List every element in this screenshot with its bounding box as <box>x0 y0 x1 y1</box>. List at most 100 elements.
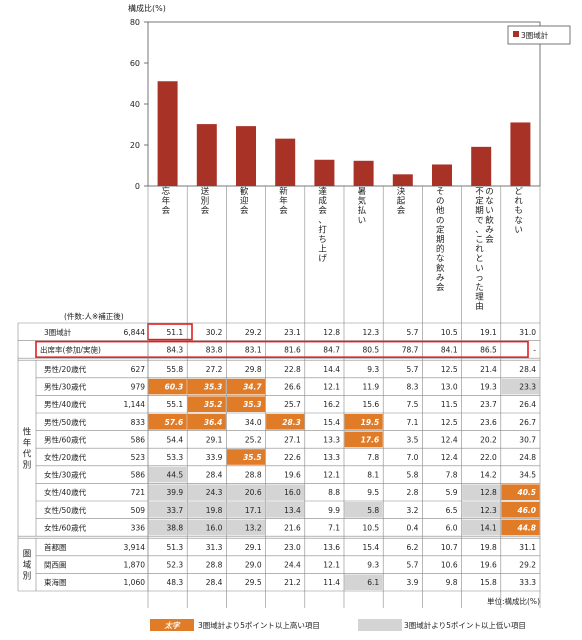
row-label: 女性/60歳代 <box>44 522 87 532</box>
cell-value: 5.7 <box>406 365 418 374</box>
cell-value: 7.1 <box>406 418 418 427</box>
cell-value: 51.3 <box>166 543 183 552</box>
cell-high-bg <box>501 502 540 518</box>
cell-low-bg <box>148 502 187 518</box>
cell-value: 22.6 <box>284 453 301 462</box>
bar <box>236 126 256 186</box>
highlight-box-attendance <box>35 340 529 359</box>
count-header: (件数:人※補正後) <box>64 311 124 321</box>
row-count: 721 <box>131 488 146 497</box>
cell-value: - <box>533 345 536 354</box>
cell-value: 28.4 <box>206 471 223 480</box>
cell-low-bg <box>148 466 187 483</box>
cell-value: 5.8 <box>406 471 418 480</box>
bar <box>432 164 452 186</box>
row-label: 女性/30歳代 <box>44 470 87 480</box>
cell-value: 13.4 <box>284 506 301 515</box>
cell-high-bg <box>187 396 226 412</box>
cell-value: 8.3 <box>406 383 418 392</box>
bar <box>314 159 335 186</box>
cell-value: 48.3 <box>166 578 183 587</box>
cell-value: 11.4 <box>323 578 340 587</box>
row-label: 女性/50歳代 <box>44 505 87 515</box>
cell-value: 38.8 <box>166 523 183 532</box>
y-tick-label: 40 <box>130 100 140 109</box>
cell-value: 29.1 <box>206 435 223 444</box>
cell-value: 21.6 <box>284 523 301 532</box>
row-label: 男性/30歳代 <box>44 382 87 392</box>
row-label: 3圏域計 <box>44 327 72 337</box>
legend-high-sample: 太字 <box>164 621 181 630</box>
cell-low-bg <box>226 484 266 500</box>
bar <box>510 122 531 186</box>
category-label: 決起会 <box>397 186 406 216</box>
cell-value: 7.5 <box>406 400 418 409</box>
cell-low-bg <box>462 484 501 500</box>
category-label: 暑気払い <box>358 187 367 226</box>
cell-high-bg <box>148 378 187 395</box>
cell-high-bg <box>148 414 187 430</box>
cell-value: 20.2 <box>480 435 497 444</box>
cell-low-bg <box>266 484 305 500</box>
cell-value: 25.7 <box>284 400 301 409</box>
row-label: 男性/40歳代 <box>44 399 87 409</box>
cell-value: 12.1 <box>323 561 340 570</box>
bar <box>471 146 492 186</box>
cell-value: 19.8 <box>480 543 497 552</box>
category-label: のない飲み会 <box>485 187 494 245</box>
cell-low-bg <box>187 484 226 500</box>
cell-value: 23.1 <box>284 328 301 337</box>
cell-value: 52.3 <box>166 561 183 570</box>
cell-value: 5.7 <box>406 561 418 570</box>
cell-value: 12.3 <box>480 506 497 515</box>
category-label: 新年会 <box>279 186 288 216</box>
cell-value: 9.8 <box>446 578 458 587</box>
cell-value: 12.4 <box>441 453 458 462</box>
cell-high-bg <box>344 431 383 448</box>
category-label: 不定期で、これといった理由 <box>475 187 484 312</box>
cell-value: 9.3 <box>367 561 379 570</box>
cell-value: 25.2 <box>245 435 262 444</box>
row-count: 586 <box>131 471 146 480</box>
cell-value: 35.3 <box>204 383 223 392</box>
y-tick-label: 60 <box>130 59 140 68</box>
row-count: 6,844 <box>124 328 146 337</box>
cell-value: 19.8 <box>206 506 223 515</box>
cell-value: 30.7 <box>519 435 536 444</box>
cell-value: 12.5 <box>441 365 458 374</box>
cell-value: 21.2 <box>284 578 301 587</box>
cell-value: 5.7 <box>406 328 418 337</box>
cell-value: 15.4 <box>362 543 379 552</box>
cell-value: 86.5 <box>480 345 497 354</box>
row-count: 833 <box>131 418 146 427</box>
cell-value: 83.8 <box>206 345 223 354</box>
cell-value: 29.2 <box>245 328 262 337</box>
cell-value: 23.0 <box>284 543 301 552</box>
legend-high-swatch <box>150 619 194 631</box>
cell-value: 15.8 <box>480 578 497 587</box>
bar <box>196 124 217 186</box>
cell-value: 5.8 <box>367 506 379 515</box>
cell-low-bg <box>344 574 383 590</box>
category-label: 歓迎会 <box>240 186 249 216</box>
cell-high-bg <box>501 519 540 536</box>
row-label: 関西圏 <box>44 561 67 570</box>
cell-value: 19.3 <box>480 383 497 392</box>
cell-value: 5.9 <box>446 488 458 497</box>
cell-value: 17.6 <box>361 435 380 444</box>
cell-value: 29.1 <box>245 543 262 552</box>
cell-high-bg <box>344 414 383 430</box>
row-count: 523 <box>131 453 146 462</box>
row-label: 男性/60歳代 <box>44 434 87 444</box>
cell-value: 14.2 <box>480 471 497 480</box>
row-count: 1,060 <box>124 578 146 587</box>
cell-value: 27.1 <box>284 435 301 444</box>
cell-value: 29.2 <box>519 561 536 570</box>
cell-value: 6.5 <box>446 506 458 515</box>
legend-swatch <box>513 31 519 37</box>
cell-value: 83.1 <box>245 345 262 354</box>
cell-value: 28.3 <box>282 418 301 427</box>
group2-label: 圏域別 <box>23 550 32 582</box>
cell-value: 7.8 <box>446 471 458 480</box>
legend-box <box>507 25 571 45</box>
